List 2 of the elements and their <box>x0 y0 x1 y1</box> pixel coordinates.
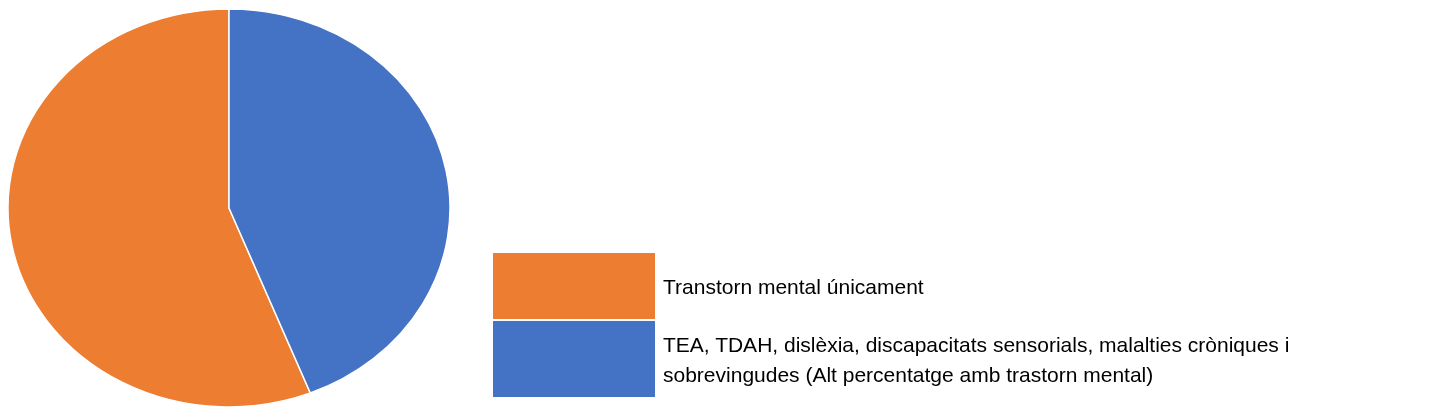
legend-label: TEA, TDAH, dislèxia, discapacitats sensorials, malalties cròniques i sobrevingudes (Alt percentatge amb trastorn mental) <box>663 332 1290 386</box>
legend-label: Transtorn mental únicament <box>663 274 924 298</box>
